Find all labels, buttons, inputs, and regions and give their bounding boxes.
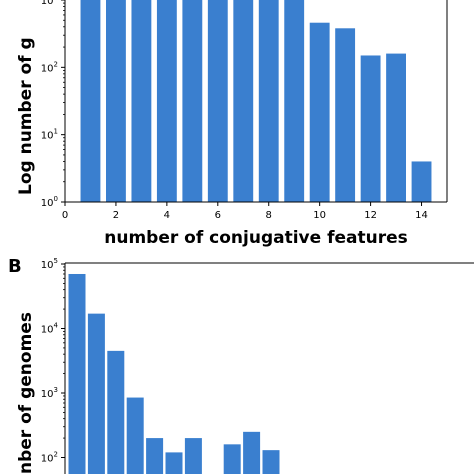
panel-a-bar-6 bbox=[207, 0, 228, 202]
panel-a-y-tick-label: 102 bbox=[41, 60, 58, 74]
panel-b-bar-7 bbox=[184, 438, 202, 474]
panel-a-bar-8 bbox=[258, 0, 279, 202]
panel-a-bar-9 bbox=[284, 0, 305, 202]
panel-a-x-tick-label: 12 bbox=[364, 210, 377, 221]
panel-b-bar-2 bbox=[87, 313, 105, 474]
panel-a-y-tick-label: 103 bbox=[41, 0, 58, 7]
panel-b-bar-4 bbox=[126, 397, 144, 474]
panel-a-bar-7 bbox=[233, 0, 254, 202]
panel-a-bar-12 bbox=[360, 55, 381, 203]
panel-b-letter: B bbox=[8, 256, 22, 277]
panel-a-bar-4 bbox=[156, 0, 177, 202]
panel-a-x-tick-label: 8 bbox=[266, 210, 272, 221]
panel-a-bar-3 bbox=[131, 0, 152, 202]
panel-a-x-tick-label: 14 bbox=[415, 210, 428, 221]
panel-b-bar-3 bbox=[107, 350, 125, 474]
panel-a-bar-2 bbox=[106, 0, 126, 202]
panel-a-x-tick-label: 10 bbox=[313, 210, 326, 221]
panel-a-bar-14 bbox=[411, 161, 432, 202]
panel-a-bar-1 bbox=[80, 0, 101, 202]
panel-b-y-tick-label: 104 bbox=[41, 322, 59, 336]
panel-a-y-axis-title: Log number of g bbox=[16, 37, 36, 195]
panel-b-bar-10 bbox=[243, 431, 261, 474]
panel-a-bar-13 bbox=[386, 53, 406, 202]
panel-a-x-tick-label: 0 bbox=[62, 210, 68, 221]
panel-a-x-tick-label: 2 bbox=[113, 210, 119, 221]
panel-b-bar-5 bbox=[146, 438, 164, 474]
panel-a-y-tick-label: 100 bbox=[41, 195, 58, 209]
panel-a-y-tick-label: 101 bbox=[41, 128, 58, 142]
panel-a-bar-11 bbox=[335, 28, 356, 202]
panel-b-y-axis-title: nber of genomes bbox=[16, 312, 36, 474]
panel-a: 0 2 4 6 8 10 12 14 100 101 102 103 number of conju… bbox=[16, 0, 448, 248]
panel-a-bar-10 bbox=[309, 22, 330, 202]
panel-b-y-tick-label: 102 bbox=[41, 451, 58, 465]
panel-a-y-ticks: 100 101 102 103 bbox=[41, 0, 65, 209]
panel-a-x-tick-label: 6 bbox=[215, 210, 221, 221]
panel-a-x-ticks: 0 2 4 6 8 10 12 14 bbox=[62, 202, 428, 221]
panel-b-bars bbox=[68, 273, 280, 474]
panel-b-bar-9 bbox=[223, 444, 241, 474]
panel-b-bar-11 bbox=[262, 450, 280, 474]
panel-b-y-tick-label: 103 bbox=[41, 386, 58, 400]
panel-a-x-tick-label: 4 bbox=[164, 210, 170, 221]
panel-a-x-axis-title: number of conjugative features bbox=[104, 228, 408, 248]
panel-b-bar-1 bbox=[68, 273, 86, 474]
panel-b-y-ticks: 102 103 104 105 bbox=[41, 257, 65, 465]
panel-b: B 102 103 104 105 nber of genomes bbox=[8, 256, 474, 474]
panel-b-y-tick-label: 105 bbox=[41, 257, 58, 271]
panel-a-bar-5 bbox=[182, 0, 203, 202]
panel-a-bars bbox=[80, 0, 432, 203]
panel-b-bar-6 bbox=[165, 452, 183, 474]
